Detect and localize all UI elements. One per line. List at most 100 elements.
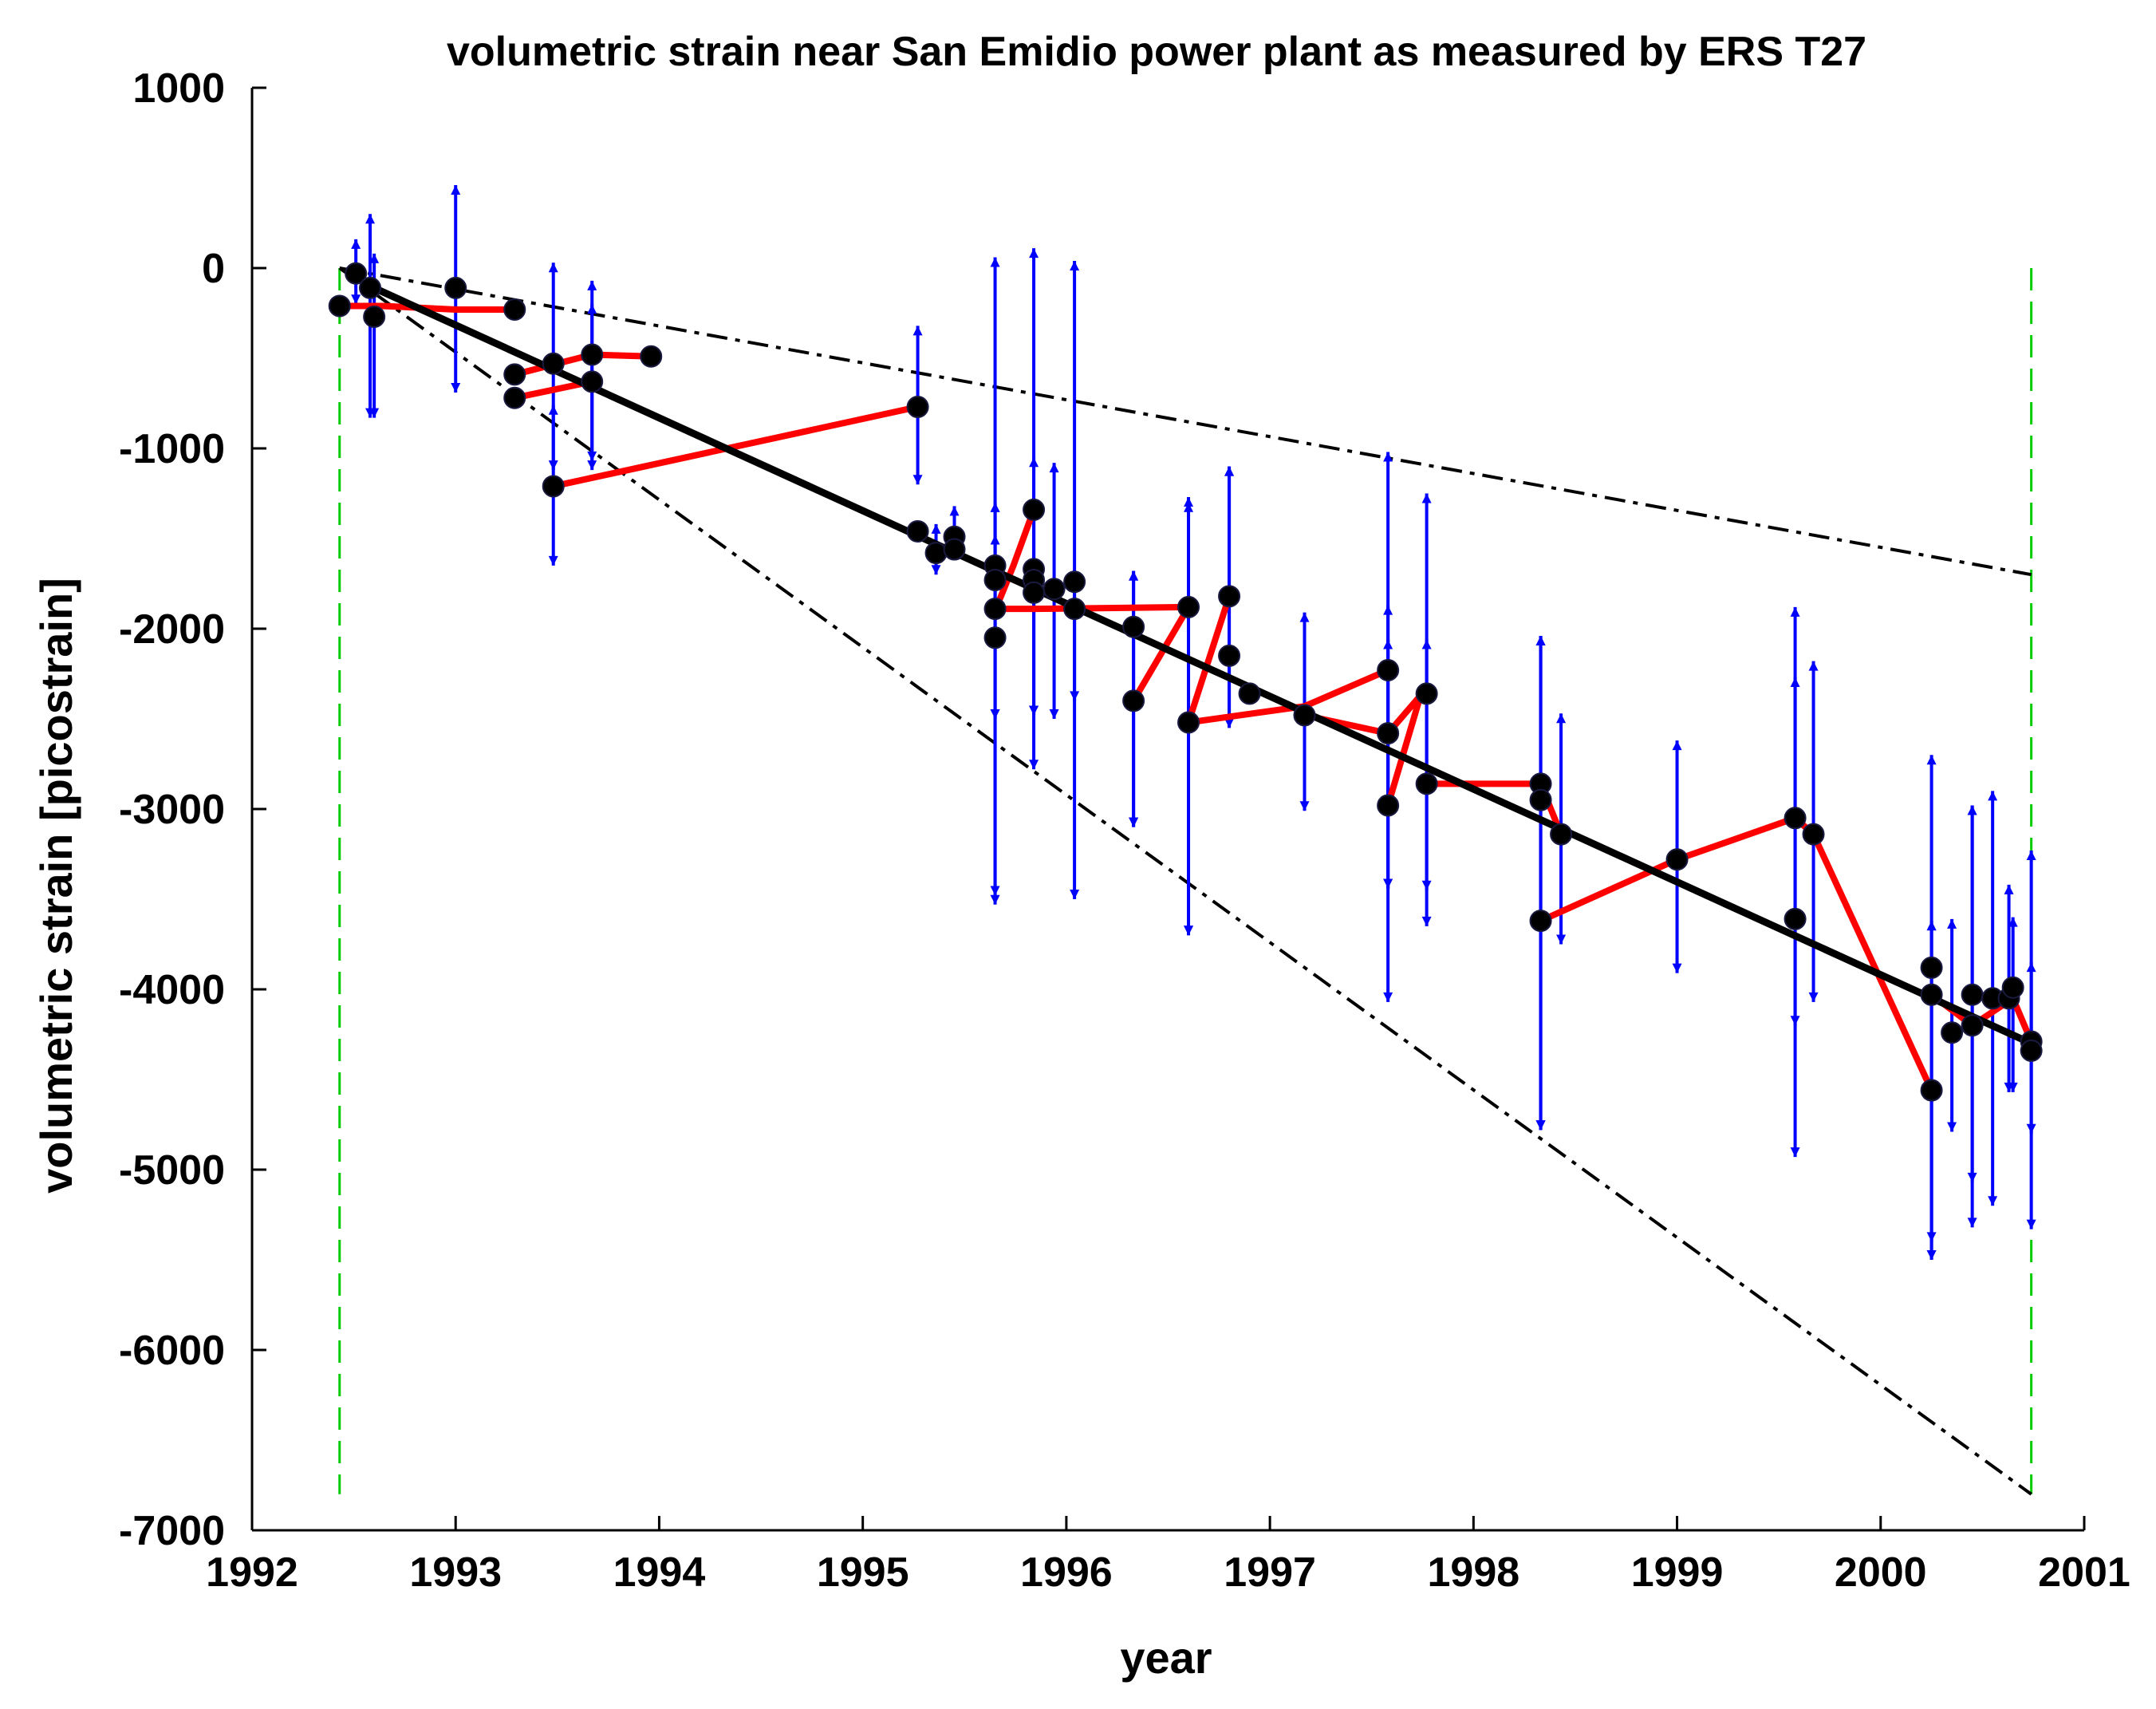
data-point <box>2020 1039 2043 1062</box>
error-bar-cap-bottom <box>1029 705 1039 716</box>
error-bar-cap-top <box>990 502 1000 512</box>
y-tick-label: 1000 <box>132 65 225 112</box>
x-tick-label: 1998 <box>1427 1549 1519 1596</box>
data-point <box>328 294 351 318</box>
data-point <box>363 306 386 329</box>
error-bar-cap-bottom <box>1383 992 1393 1002</box>
error-bar-cap-bottom <box>1299 801 1310 811</box>
data-point <box>983 598 1007 621</box>
x-tick-label: 1995 <box>817 1549 909 1596</box>
data-point <box>1941 1021 1964 1044</box>
y-tick-label: -4000 <box>119 967 225 1013</box>
data-point <box>1377 658 1400 681</box>
error-bar-cap-top <box>949 506 960 516</box>
x-tick-label: 1994 <box>613 1549 706 1596</box>
error-bar-cap-bottom <box>2026 1219 2036 1229</box>
data-point <box>581 370 604 393</box>
error-bar-cap-top <box>1790 677 1800 688</box>
error-bar-cap-bottom <box>2008 1082 2018 1092</box>
data-point <box>1802 823 1825 846</box>
error-bar-cap-top <box>1184 502 1194 512</box>
error-bar-cap-top <box>351 239 361 249</box>
data-point <box>1238 682 1261 705</box>
error-bar-cap-top <box>1029 248 1039 259</box>
error-bar-cap-top <box>587 304 597 314</box>
data-point <box>1529 910 1552 933</box>
data-point <box>2001 976 2024 999</box>
error-bar-cap-top <box>365 214 376 224</box>
error-bar-cap-top <box>2008 917 2018 927</box>
data-point <box>906 519 929 543</box>
data-point <box>1920 956 1943 979</box>
data-point <box>1784 807 1807 830</box>
error-bar-cap-bottom <box>1070 691 1080 701</box>
chart-title: volumetric strain near San Emidio power … <box>447 29 1866 75</box>
error-bar-cap-top <box>931 523 941 534</box>
error-bar-cap-top <box>1029 457 1039 468</box>
data-point <box>581 343 604 366</box>
error-bar-cap-bottom <box>548 555 558 566</box>
data-point <box>1377 722 1400 745</box>
data-point <box>1550 823 1573 846</box>
error-bar-cap-top <box>1926 755 1937 765</box>
error-bar-cap-top <box>2026 850 2036 860</box>
x-tick-label: 2001 <box>2038 1549 2130 1596</box>
data-point <box>924 542 948 565</box>
error-bar-cap-top <box>1967 805 1977 815</box>
x-tick-label: 1993 <box>409 1549 502 1596</box>
error-bar-cap-bottom <box>1672 963 1682 973</box>
data-point <box>503 363 526 386</box>
error-bar-cap-top <box>912 326 923 336</box>
x-tick-label: 1997 <box>1224 1549 1316 1596</box>
x-tick-label: 1999 <box>1631 1549 1724 1596</box>
y-tick-label: -3000 <box>119 787 225 833</box>
error-bar-cap-top <box>1790 606 1800 617</box>
error-bar-cap-bottom <box>1421 880 1432 890</box>
pair-line-segment <box>1185 703 1308 726</box>
x-tick-label: 1992 <box>206 1549 298 1596</box>
error-bar-cap-top <box>2004 884 2014 894</box>
data-point <box>1177 595 1200 618</box>
y-tick-label: -2000 <box>119 606 225 653</box>
error-bar-cap-top <box>1672 740 1682 751</box>
y-axis-label: volumetric strain [picostrain] <box>31 578 81 1194</box>
data-point <box>1961 983 1984 1006</box>
error-bar-cap-bottom <box>912 475 923 485</box>
error-bar-cap-bottom <box>1790 1016 1800 1026</box>
pair-line-segment <box>1301 666 1392 710</box>
data-point <box>503 386 526 409</box>
error-bar-cap-bottom <box>1967 1218 1977 1228</box>
data-point <box>1043 578 1066 601</box>
error-bar-cap-bottom <box>1988 1196 1998 1206</box>
data-point <box>1920 1079 1943 1102</box>
data-point <box>1377 794 1400 817</box>
data-point <box>1218 585 1241 608</box>
error-bar-cap-bottom <box>369 408 380 418</box>
error-bar-cap-top <box>2026 962 2036 973</box>
error-bar-cap-bottom <box>1808 992 1819 1002</box>
data-point <box>444 276 467 299</box>
pair-line-segment <box>1673 815 1799 863</box>
data-point <box>1415 682 1438 705</box>
y-tick-label: 0 <box>202 246 225 292</box>
error-bar-cap-top <box>1421 493 1432 503</box>
data-point <box>1177 711 1200 734</box>
data-point <box>1122 615 1145 638</box>
error-bar-cap-bottom <box>1790 1147 1800 1158</box>
error-bar-cap-top <box>1184 497 1194 507</box>
data-point <box>1293 704 1316 727</box>
error-bar-cap-bottom <box>451 382 461 393</box>
error-bar-cap-bottom <box>587 460 597 471</box>
best-fit-line <box>366 282 2036 1048</box>
y-tick-label: -6000 <box>119 1328 225 1374</box>
bound-line <box>339 266 2032 577</box>
data-point <box>1529 788 1552 811</box>
error-bar-cap-top <box>451 185 461 195</box>
error-bar-cap-bottom <box>2026 1123 2036 1134</box>
error-bar-cap-bottom <box>931 565 941 575</box>
data-point <box>1063 598 1086 621</box>
plot-frame <box>250 88 2084 1532</box>
error-bar-cap-bottom <box>1224 718 1235 728</box>
pair-line-segment <box>1032 603 1192 613</box>
error-bar-cap-bottom <box>1049 709 1059 719</box>
